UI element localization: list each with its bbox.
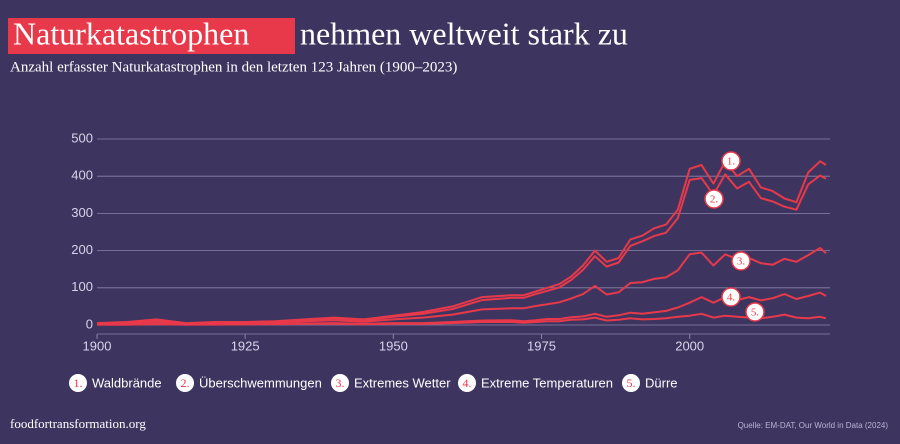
legend-badge-label: 4. [463,376,472,390]
legend-badge-label: 5. [627,376,636,390]
series-badge-label: 1. [727,156,736,168]
y-tick-label: 0 [86,316,93,331]
y-tick-label: 400 [71,168,93,183]
title-highlight-bg [8,18,295,54]
series-badge [731,251,751,271]
y-tick-label: 100 [71,279,93,294]
x-tick-label: 1900 [83,338,112,353]
legend-badge-label: 1. [74,376,83,390]
x-tick-label: 1975 [527,338,556,353]
chart-subtitle: Anzahl erfasster Naturkatastrophen in de… [10,59,457,75]
legend-label: Überschwemmungen [199,375,322,390]
chart-title: nehmen weltweit stark zu [300,15,628,51]
series-badge [721,287,741,307]
series-line [96,173,827,325]
series-badge-label: 3. [737,256,746,268]
legend-badge-label: 3. [336,376,345,390]
series-badge [721,151,741,171]
legend-label: Extremes Wetter [354,375,451,390]
legend-badge [176,374,194,392]
legend-badge [331,374,349,392]
series-badge-label: 2. [710,194,719,206]
legend-label: Dürre [645,375,678,390]
x-tick-label: 1925 [231,338,260,353]
y-tick-label: 500 [71,130,93,145]
footer: foodfortransformation.org [10,416,146,431]
x-tick-label: 2000 [675,338,704,353]
series-badge [704,189,724,209]
series-badge-label: 4. [727,292,736,304]
series-line [96,247,827,325]
source: Quelle: EM-DAT, Our World in Data (2024) [738,421,889,430]
legend-badge-label: 2. [181,376,190,390]
y-tick-label: 200 [71,242,93,257]
chart-title-highlight: Naturkatastrophen [13,15,249,51]
legend-label: Extreme Temperaturen [481,375,613,390]
series-badge [745,302,765,322]
legend-badge [622,374,640,392]
legend-label: Waldbrände [92,375,162,390]
series-badge-label: 5. [751,307,760,319]
x-tick-label: 1950 [379,338,408,353]
legend-badge [458,374,476,392]
y-tick-label: 300 [71,205,93,220]
legend-badge [69,374,87,392]
